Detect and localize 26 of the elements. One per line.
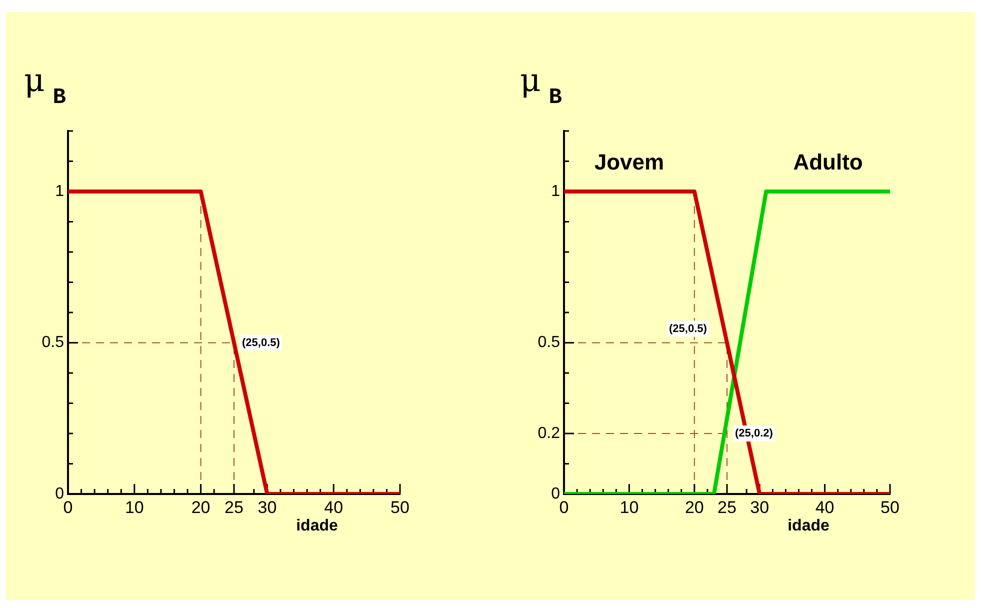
series-label: Adulto (793, 150, 863, 174)
x-axis-title: idade (788, 517, 830, 534)
annotation: (25,0.5) (669, 322, 708, 335)
y-tick-label: 1 (551, 182, 560, 200)
series-label: Jovem (594, 150, 664, 174)
x-tick-label: 25 (224, 498, 244, 517)
x-tick-label: 50 (390, 498, 410, 517)
x-tick-label: 10 (620, 498, 639, 517)
y-tick-label: 0 (55, 485, 64, 502)
annotation: (25,0.5) (242, 336, 280, 349)
y-tick-label: 0 (551, 485, 560, 502)
x-tick-label: 20 (684, 498, 704, 517)
y-tick-label: 0.5 (538, 334, 560, 352)
y-tick-label: 0.2 (538, 424, 560, 442)
annotation: (25,0.2) (735, 428, 774, 440)
x-tick-label: 40 (324, 498, 344, 517)
x-tick-label: 30 (750, 498, 770, 517)
x-tick-label: 30 (258, 498, 277, 517)
x-tick-label: 40 (815, 498, 834, 517)
x-tick-label: 20 (191, 498, 210, 517)
y-tick-label: 1 (55, 182, 64, 200)
x-tick-label: 25 (718, 498, 736, 517)
x-axis-title: idade (296, 517, 338, 534)
x-tick-label: 50 (880, 498, 900, 517)
y-tick-label: 0.5 (42, 334, 64, 352)
x-tick-label: 10 (124, 498, 144, 517)
